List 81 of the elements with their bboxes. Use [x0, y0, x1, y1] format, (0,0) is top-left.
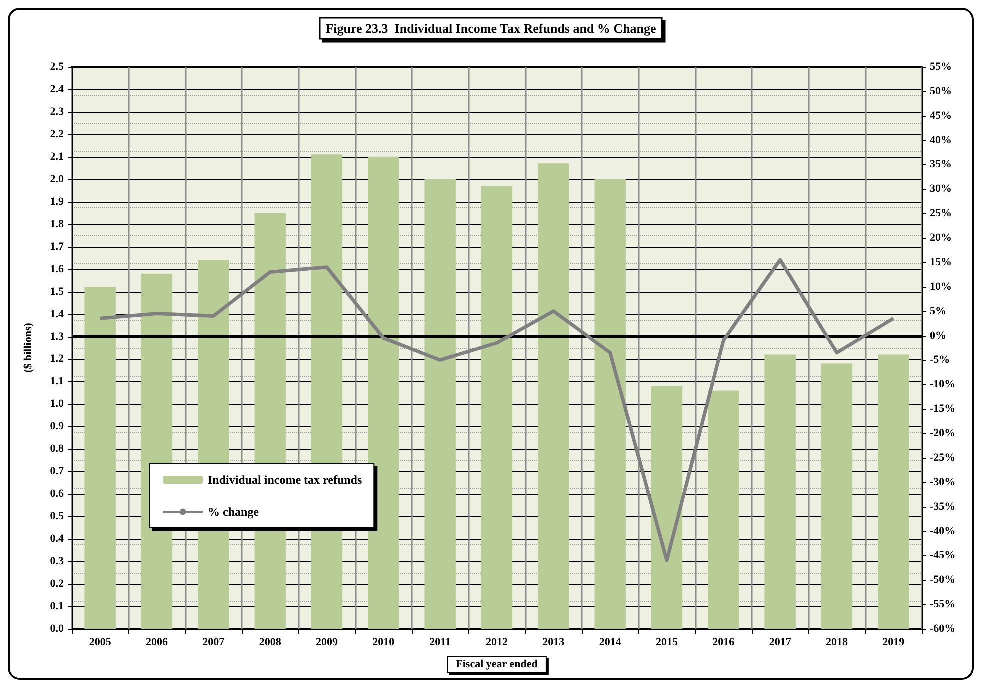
bar — [821, 364, 853, 629]
bar — [368, 156, 400, 629]
y2-tick-label: -25% — [930, 452, 956, 464]
x-tick-label: 2006 — [146, 636, 168, 648]
y-tick-label: 0.4 — [50, 533, 64, 546]
bar — [84, 287, 116, 629]
bar — [764, 354, 796, 629]
y-tick-label: 2.1 — [50, 150, 64, 163]
y2-tick-label: -30% — [930, 476, 956, 488]
bar — [424, 179, 456, 629]
y-tick-label: 0.1 — [50, 600, 64, 613]
y2-tick-label: -55% — [930, 598, 956, 611]
x-tick-label: 2016 — [712, 636, 736, 648]
bar — [878, 354, 910, 629]
y-tick-label: 1.9 — [50, 196, 64, 208]
y-tick-label: 2.5 — [50, 61, 64, 73]
y2-tick-label: -60% — [930, 623, 956, 635]
y2-tick-label: 50% — [930, 85, 952, 98]
y2-tick-label: 10% — [930, 280, 952, 293]
y2-tick-label: -5% — [930, 354, 950, 366]
y-tick-label: 0.2 — [50, 578, 64, 590]
x-tick-label: 2005 — [89, 636, 112, 648]
x-tick-label: 2014 — [599, 636, 622, 648]
y-tick-label: 0.7 — [50, 466, 64, 478]
x-tick-label: 2011 — [430, 636, 452, 648]
y2-tick-label: 25% — [930, 208, 952, 220]
x-tick-label: 2009 — [316, 636, 338, 648]
x-tick-label: 2019 — [882, 636, 906, 648]
x-tick-label: 2013 — [542, 636, 566, 648]
legend-label: % change — [208, 505, 260, 519]
y2-tick-label: 55% — [930, 61, 952, 73]
y-tick-label: 2.0 — [50, 173, 64, 186]
y-tick-label: 1.6 — [50, 263, 64, 276]
x-axis-title: Fiscal year ended — [456, 658, 538, 670]
y2-tick-label: 35% — [930, 158, 952, 171]
y2-tick-label: 0% — [930, 330, 946, 342]
x-tick-label: 2018 — [826, 636, 848, 648]
y-axis-title: ($ billions) — [22, 322, 34, 373]
bar — [538, 164, 570, 629]
y-tick-label: 1.8 — [50, 218, 64, 230]
y2-tick-label: -20% — [930, 428, 956, 440]
y2-tick-label: -45% — [930, 550, 956, 562]
legend-label: Individual income tax refunds — [208, 473, 362, 487]
y2-tick-label: 5% — [930, 305, 946, 318]
chart-title: Figure 23.3 Individual Income Tax Refunds and % Change — [326, 21, 657, 36]
y2-tick-label: -50% — [930, 574, 956, 586]
bar — [481, 186, 513, 629]
y-tick-label: 1.0 — [50, 398, 64, 410]
y2-tick-label: 30% — [930, 183, 952, 196]
y-tick-label: 1.7 — [50, 240, 64, 253]
y2-tick-label: 40% — [930, 134, 952, 146]
y-tick-label: 1.3 — [50, 330, 64, 343]
x-tick-label: 2007 — [202, 636, 226, 648]
y-tick-label: 2.2 — [50, 128, 64, 140]
y2-tick-label: -15% — [930, 403, 956, 416]
y-tick-label: 2.3 — [50, 106, 64, 118]
bar — [651, 386, 683, 629]
y-tick-label: 0.8 — [50, 443, 64, 456]
y2-tick-label: 20% — [930, 232, 952, 244]
y-tick-label: 0.5 — [50, 510, 64, 523]
x-tick-label: 2008 — [259, 636, 282, 648]
x-tick-label: 2012 — [486, 636, 508, 648]
y-tick-label: 2.4 — [50, 83, 64, 96]
y-tick-label: 1.1 — [50, 376, 64, 388]
x-tick-label: 2015 — [656, 636, 678, 648]
y-tick-label: 0.0 — [50, 623, 64, 635]
y-tick-label: 1.4 — [50, 308, 64, 320]
x-tick-label: 2017 — [769, 636, 792, 648]
y2-tick-label: -10% — [930, 378, 956, 391]
y-tick-label: 1.5 — [50, 286, 64, 298]
x-tick-label: 2010 — [372, 636, 396, 648]
y2-tick-label: 45% — [930, 110, 952, 122]
bar — [708, 390, 740, 629]
y2-tick-label: -35% — [930, 500, 956, 513]
y-tick-label: 1.2 — [50, 353, 64, 366]
bar — [594, 179, 626, 629]
y-tick-label: 0.9 — [50, 420, 64, 433]
y2-tick-label: -40% — [930, 525, 956, 538]
y2-tick-label: 15% — [930, 256, 952, 268]
y-tick-label: 0.6 — [50, 488, 64, 500]
y-tick-label: 0.3 — [50, 556, 64, 568]
